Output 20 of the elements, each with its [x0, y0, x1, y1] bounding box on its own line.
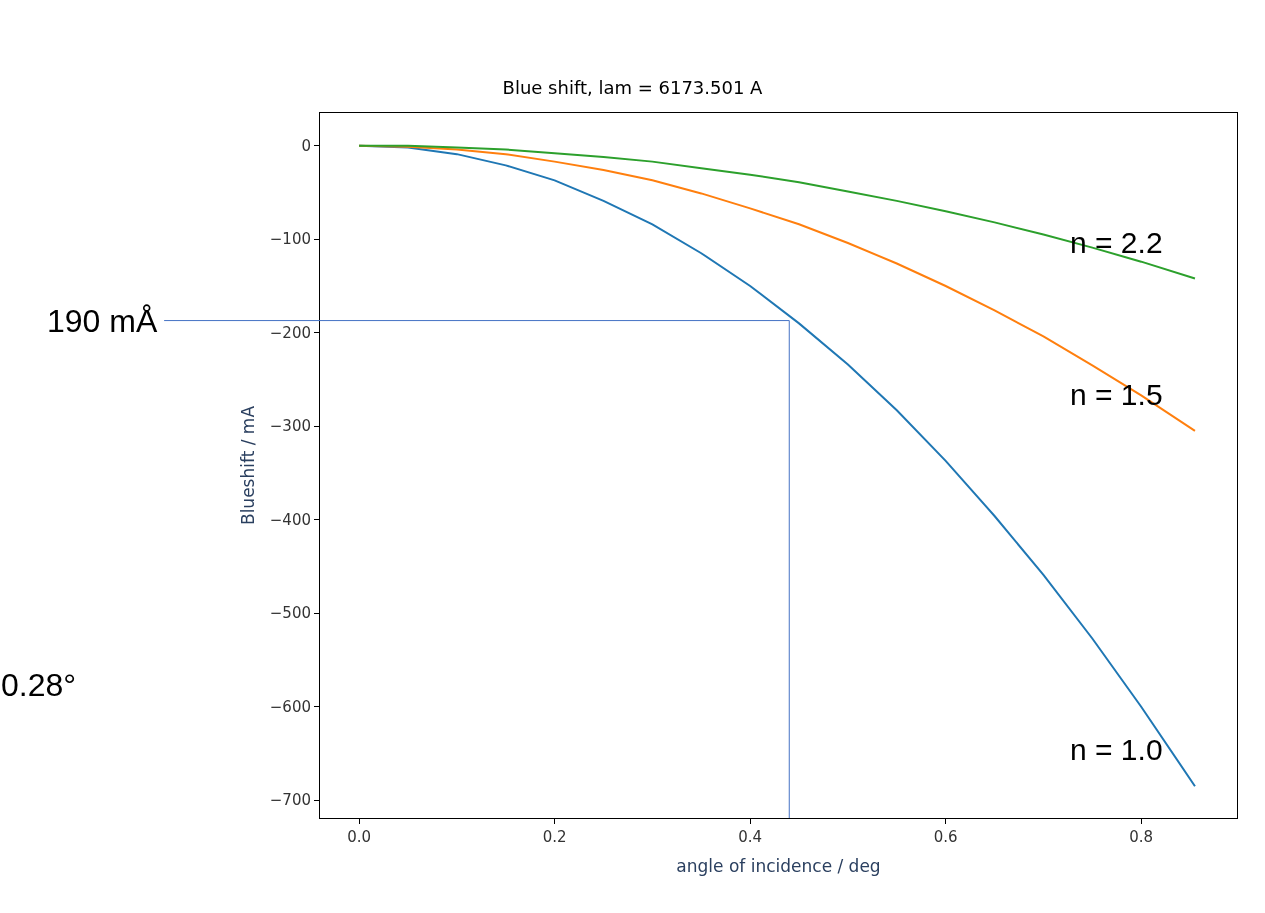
y-tick-label: −200: [269, 323, 311, 342]
line-series: [358, 144, 1196, 280]
text: 0.28°: [1, 667, 77, 703]
ref-line-label: 190 mÅ: [47, 303, 158, 339]
x-tick-label: 0.4: [738, 828, 763, 846]
y-tick-label: −500: [269, 604, 311, 623]
y-tick-label: −600: [269, 697, 311, 716]
x-axis-title: angle of incidence / deg: [676, 856, 881, 877]
y-tick-label: −400: [269, 510, 311, 529]
y-axis-title: Blueshift / mA: [238, 405, 259, 526]
chart-title: Blue shift, lam = 6173.501 A: [502, 77, 764, 99]
y-tick-label: −700: [269, 791, 311, 810]
x-tick-label: 0.6: [933, 828, 958, 846]
series-label: n = 1.0: [1070, 733, 1163, 766]
x-tick-label: 0.8: [1129, 828, 1154, 846]
x-tick-label: 0.2: [542, 828, 567, 846]
y-tick-label: 0: [301, 136, 311, 155]
y-tick-label: −300: [269, 417, 311, 436]
y-tick-label: −100: [269, 230, 311, 249]
x-tick-label: 0.0: [347, 828, 372, 846]
